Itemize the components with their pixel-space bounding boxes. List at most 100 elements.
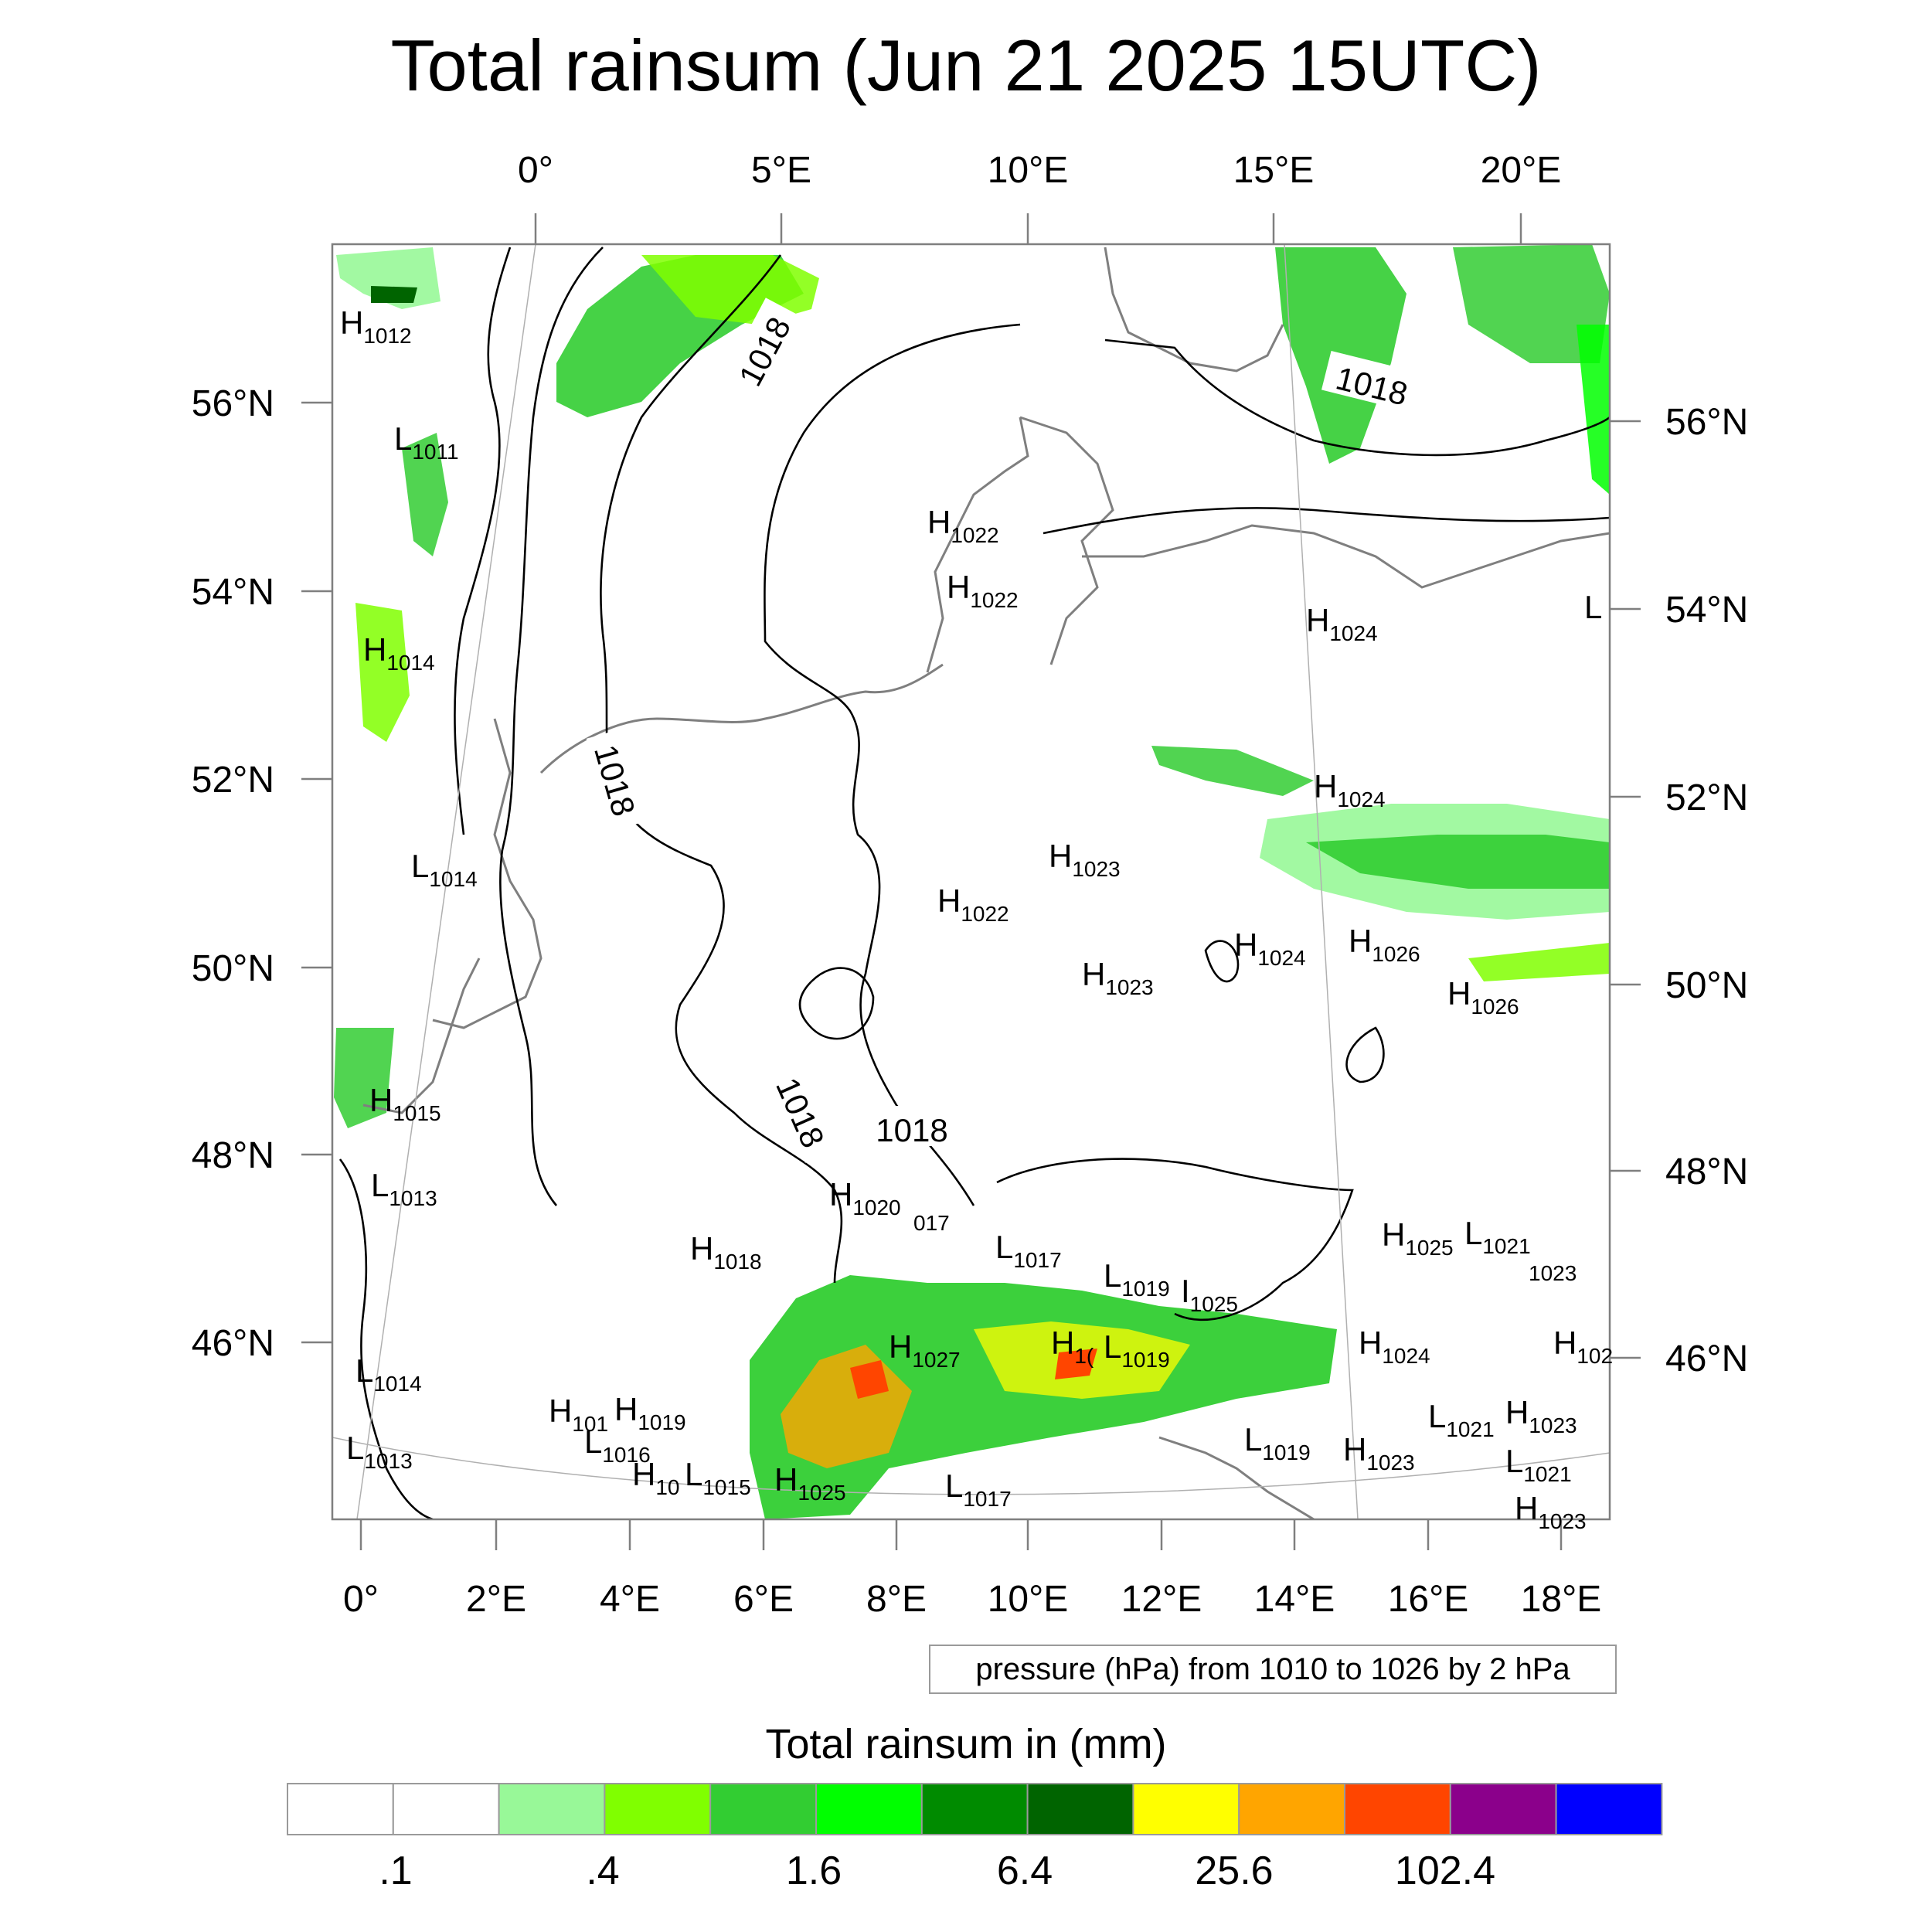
isobar-layer xyxy=(338,247,1610,1519)
isobar-closed-loop xyxy=(798,967,875,1040)
center-value: 1022 xyxy=(951,523,998,547)
pressure-center: H1027 xyxy=(889,1328,961,1372)
pressure-center: H1024 xyxy=(1314,768,1386,811)
pressure-center-label: H1023 xyxy=(1343,1431,1415,1475)
center-type: H xyxy=(690,1230,713,1267)
pressure-center-label: L1019 xyxy=(1244,1421,1311,1464)
isobar-sw xyxy=(338,1158,434,1519)
pressure-center: H1019 xyxy=(614,1391,686,1434)
pressure-center-label: H1024 xyxy=(1234,927,1306,970)
pressure-center-label: L1014 xyxy=(411,848,478,891)
bottom-axis-label: 2°E xyxy=(466,1579,526,1620)
pressure-center: 017 xyxy=(913,1211,950,1235)
pressure-center-label: H1019 xyxy=(614,1391,686,1434)
pressure-center: H1014 xyxy=(363,631,435,675)
colorbar-swatch xyxy=(1449,1783,1557,1835)
right-axis-label: 52°N xyxy=(1665,777,1748,818)
center-type: H xyxy=(927,504,951,540)
center-value: 1022 xyxy=(970,588,1018,612)
center-type: H xyxy=(1306,602,1329,638)
pressure-center: 1023 xyxy=(1529,1261,1577,1285)
pressure-center: L1017 xyxy=(995,1229,1062,1272)
center-type: L xyxy=(1464,1215,1482,1251)
pressure-center-label: L1019 xyxy=(1104,1257,1170,1301)
center-type: H xyxy=(1515,1490,1538,1526)
pressure-center: H1024 xyxy=(1359,1325,1430,1368)
center-value: 102 xyxy=(1577,1344,1613,1368)
rain-area-england-north xyxy=(402,433,448,556)
center-value: 1019 xyxy=(1121,1277,1169,1301)
pressure-center: L1013 xyxy=(346,1430,413,1473)
top-axis-label: 5°E xyxy=(751,150,811,191)
center-value: 017 xyxy=(913,1211,950,1235)
center-value: 1021 xyxy=(1482,1234,1530,1258)
center-value: 1026 xyxy=(1372,942,1420,966)
pressure-center: L1019 xyxy=(1104,1328,1170,1372)
contour-label-bg xyxy=(766,1059,842,1163)
center-value: 1026 xyxy=(1471,995,1519,1019)
center-value: 1019 xyxy=(638,1410,685,1434)
center-type: L xyxy=(1584,589,1602,625)
pressure-center-label: L xyxy=(1584,589,1602,625)
pressure-center-label: L1016 xyxy=(584,1423,651,1467)
center-type: L xyxy=(411,848,429,884)
pressure-center-label: L1011 xyxy=(394,420,459,464)
pressure-contour-note: pressure (hPa) from 1010 to 1026 by 2 hP… xyxy=(929,1645,1617,1694)
rain-area-southeast-band xyxy=(1468,943,1610,981)
right-axis-label: 56°N xyxy=(1665,402,1748,443)
pressure-center: H1015 xyxy=(369,1082,441,1125)
plot-frame xyxy=(331,243,1611,1521)
center-value: 1013 xyxy=(364,1449,412,1473)
pressure-center: L1021 xyxy=(1505,1443,1572,1486)
center-type: H xyxy=(1314,768,1337,804)
center-value: 1024 xyxy=(1382,1344,1430,1368)
colorbar-label: 1.6 xyxy=(786,1849,842,1893)
left-axis-label: 48°N xyxy=(192,1135,274,1176)
center-value: 1013 xyxy=(389,1186,437,1210)
colorbar-swatch xyxy=(1555,1783,1663,1835)
isobar-small-loop xyxy=(1204,940,1240,983)
center-value: 101 xyxy=(572,1412,608,1436)
center-value: 1023 xyxy=(1529,1413,1577,1437)
center-value: 1015 xyxy=(702,1475,750,1499)
center-type: H xyxy=(632,1456,655,1492)
center-type: H xyxy=(369,1082,393,1118)
colorbar-label: 6.4 xyxy=(997,1849,1053,1893)
pressure-center-label: H101 xyxy=(549,1393,608,1436)
rain-area-england-mid xyxy=(355,603,410,742)
precipitation-layer xyxy=(334,244,1610,1519)
contour-label-bg xyxy=(720,298,801,402)
pressure-center-label: L1019 xyxy=(1104,1328,1170,1372)
rain-area-alps-extreme xyxy=(1055,1349,1097,1379)
pressure-center: L1019 xyxy=(1104,1257,1170,1301)
pressure-centers: H1012L1011H1014L1014H1015L1013L1014L1013… xyxy=(340,304,1613,1533)
contour-value-label: 1018 xyxy=(586,727,651,832)
pressure-center: L1019 xyxy=(1244,1421,1311,1464)
pressure-center-label: H1026 xyxy=(1447,975,1519,1019)
left-axis-label: 52°N xyxy=(192,760,274,801)
pressure-center-label: H102 xyxy=(1553,1325,1613,1368)
pressure-center: L1014 xyxy=(355,1352,422,1396)
center-value: 1019 xyxy=(1121,1348,1169,1372)
colorbar-title: Total rainsum in (mm) xyxy=(765,1721,1167,1767)
center-type: H xyxy=(1049,838,1072,874)
center-type: I xyxy=(1181,1273,1190,1309)
bottom-axis-label: 18°E xyxy=(1521,1579,1602,1620)
contour-label-bg xyxy=(864,1106,960,1146)
center-value: 1025 xyxy=(798,1481,845,1505)
center-value: 1020 xyxy=(852,1196,900,1219)
rain-area-poland-band xyxy=(1151,746,1314,796)
pressure-center-label: L1014 xyxy=(355,1352,422,1396)
center-value: 1023 xyxy=(1538,1509,1586,1533)
pressure-center: I1025 xyxy=(1181,1273,1238,1316)
center-type: L xyxy=(945,1468,963,1504)
contour-label-bg xyxy=(1321,350,1424,413)
center-type: H xyxy=(1082,956,1105,992)
coastline-adriatic xyxy=(1158,1436,1315,1519)
meridian-0 xyxy=(356,244,536,1519)
bottom-axis-label: 10°E xyxy=(988,1579,1069,1620)
center-value: 1015 xyxy=(393,1101,440,1125)
isobar-west-2 xyxy=(499,247,604,1206)
axis-ticks xyxy=(301,213,1641,1550)
